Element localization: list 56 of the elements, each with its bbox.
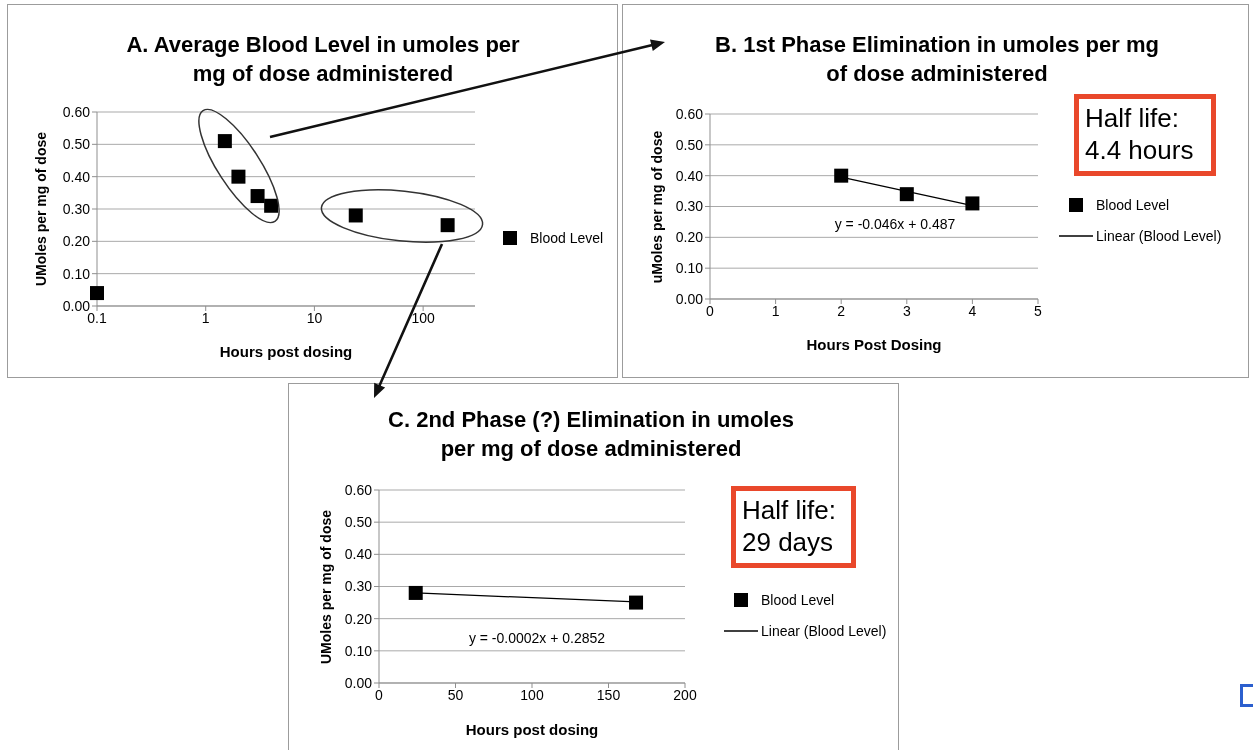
y-tick-label: 0.30 [675, 198, 704, 215]
x-tick-label: 10 [306, 309, 323, 326]
x-tick-label: 100 [520, 686, 544, 703]
y-tick-label: 0.20 [344, 610, 373, 627]
legend-label: Linear (Blood Level) [1096, 228, 1222, 244]
x-tick-label: 3 [902, 302, 911, 319]
annotation: y = -0.046x + 0.487 [834, 216, 956, 232]
x-axis-title: Hours Post Dosing [806, 335, 942, 353]
x-tick-label: 1 [771, 302, 780, 319]
x-axis-title: Hours post dosing [465, 720, 599, 738]
y-tick-label: 0.20 [675, 229, 704, 246]
x-tick-label: 50 [447, 686, 464, 703]
y-tick-label: 0.40 [344, 546, 373, 563]
text: Half life: 4.4 hours [1085, 102, 1195, 166]
y-tick-label: 0.50 [675, 136, 704, 153]
x-tick-label: 5 [1034, 302, 1043, 319]
y-tick-label: 0.40 [62, 168, 91, 185]
y-tick-label: 0.10 [62, 265, 91, 282]
y-tick-label: 0.30 [62, 200, 91, 217]
point [834, 168, 849, 183]
y-tick-label: 0.10 [344, 642, 373, 659]
chart-title: A. Average Blood Level in umoles per mg of dose administered [125, 31, 521, 88]
x-tick-label: 0 [375, 686, 384, 703]
y-tick-label: 0.30 [344, 578, 373, 595]
chart-title: B. 1st Phase Elimination in umoles per mg of dose administered [714, 31, 1160, 88]
y-tick-label: 0.00 [62, 297, 91, 314]
x-tick-label: 0 [706, 302, 715, 319]
y-tick-label: 0.00 [675, 290, 704, 307]
y-tick-label: 0.60 [344, 481, 373, 498]
y-tick-label: 0.50 [62, 136, 91, 153]
y-tick-label: 0.20 [62, 233, 91, 250]
y-axis-title: UMoles per mg of dose [33, 131, 49, 287]
annotation: y = -0.0002x + 0.2852 [468, 630, 606, 646]
text: Half life: 29 days [742, 494, 837, 558]
point [899, 187, 914, 202]
y-axis-title: uMoles per mg of dose [649, 130, 665, 283]
x-tick-label: 100 [411, 309, 436, 326]
x-tick-label: 4 [968, 302, 977, 319]
legend-label: Blood Level [761, 592, 835, 608]
y-tick-label: 0.00 [344, 674, 373, 691]
y-tick-label: 0.60 [62, 103, 91, 120]
x-axis-title: Hours post dosing [219, 342, 353, 360]
x-tick-label: 150 [596, 686, 621, 703]
legend-label: Linear (Blood Level) [761, 623, 887, 639]
y-tick-label: 0.10 [675, 260, 704, 277]
y-tick-label: 0.50 [344, 514, 373, 531]
y-tick-label: 0.60 [675, 105, 704, 122]
legend-label: Blood Level [1096, 197, 1170, 213]
x-tick-label: 2 [837, 302, 846, 319]
legend-label: Blood Level [530, 230, 604, 246]
point [965, 196, 980, 211]
y-axis-title: UMoles per mg of dose [318, 509, 334, 664]
chart-title: C. 2nd Phase (?) Elimination in umoles per mg of dose administered [387, 406, 795, 463]
y-tick-label: 0.40 [675, 167, 704, 184]
x-tick-label: 1 [201, 309, 210, 326]
x-tick-label: 200 [673, 686, 697, 703]
